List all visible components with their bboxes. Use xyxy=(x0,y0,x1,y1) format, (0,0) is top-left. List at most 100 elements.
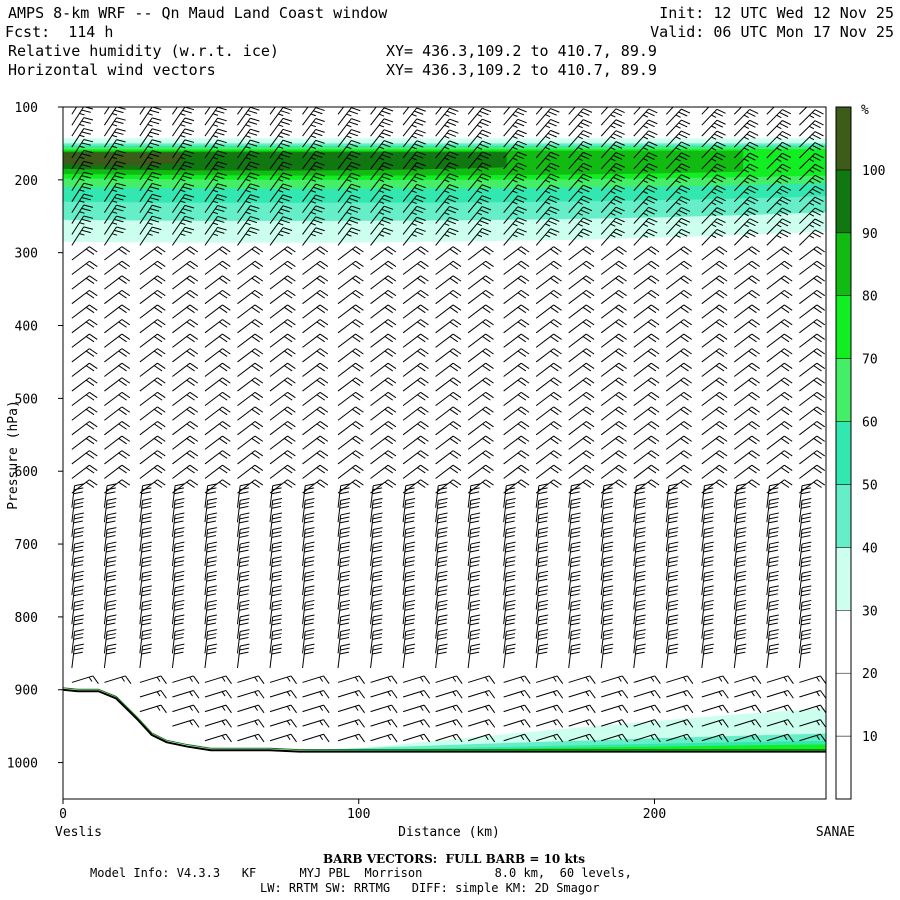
barb-flag xyxy=(800,549,811,553)
barb-flag xyxy=(583,141,593,146)
barb-flag xyxy=(405,497,416,501)
barb-flag xyxy=(219,365,228,372)
barb-flag xyxy=(348,110,359,115)
barb-flag xyxy=(251,292,260,299)
wind-barb xyxy=(467,599,481,625)
barb-flag xyxy=(239,564,249,568)
barb-flag xyxy=(719,406,728,413)
barb-flag xyxy=(801,531,811,534)
barb-flag xyxy=(751,391,760,399)
barb-flag xyxy=(272,501,282,505)
barb-half-flag xyxy=(278,211,284,215)
wind-barb xyxy=(104,464,131,479)
wind-barb xyxy=(139,599,152,625)
barb-flag xyxy=(550,306,559,314)
barb-flag xyxy=(251,306,260,314)
barb-flag xyxy=(715,394,725,401)
barb-flag xyxy=(780,277,790,284)
barb-flag xyxy=(250,183,260,188)
barb-flag xyxy=(582,321,592,328)
colorbar-label: 40 xyxy=(862,541,878,556)
barb-flag xyxy=(816,406,826,413)
barb-flag xyxy=(304,564,314,568)
wind-barb xyxy=(503,129,527,148)
barb-flag xyxy=(814,218,824,224)
wind-barb xyxy=(503,733,531,743)
wind-barb xyxy=(600,319,627,334)
wind-barb xyxy=(172,421,199,436)
barb-flag xyxy=(703,505,713,509)
barb-flag xyxy=(814,109,824,115)
wind-barb xyxy=(435,614,448,639)
wind-barb xyxy=(701,719,729,728)
barb-flag xyxy=(83,204,94,208)
wind-barb xyxy=(503,333,530,348)
barb-flag xyxy=(437,487,448,491)
barb-flag xyxy=(437,531,448,534)
barb-flag xyxy=(339,622,350,626)
barb-flag xyxy=(105,505,116,509)
wind-barb xyxy=(799,275,826,290)
wind-barb xyxy=(766,174,792,192)
barb-flag xyxy=(174,549,184,553)
barb-flag xyxy=(272,560,282,564)
barb-flag xyxy=(550,151,560,157)
barb-flag xyxy=(570,578,580,582)
barb-flag xyxy=(571,643,581,647)
wind-barb xyxy=(204,183,227,202)
barb-flag xyxy=(189,348,199,355)
barb-flag xyxy=(384,423,394,430)
barb-shaft xyxy=(467,107,475,115)
wind-barb xyxy=(503,512,516,537)
barb-flag xyxy=(636,570,646,574)
barb-flag xyxy=(372,618,383,622)
barb-flag xyxy=(538,516,548,520)
barb-flag xyxy=(373,599,383,603)
barb-flag xyxy=(383,194,394,199)
barb-flag xyxy=(570,633,581,636)
barb-flag xyxy=(219,408,228,416)
barb-flag xyxy=(351,205,361,210)
wind-barb xyxy=(71,541,84,566)
barb-flag xyxy=(505,603,516,607)
barb-flag xyxy=(219,423,228,430)
wind-barb xyxy=(665,119,691,137)
barb-flag xyxy=(207,614,218,618)
barb-flag xyxy=(719,260,728,267)
wind-barb xyxy=(402,512,416,537)
wind-barb xyxy=(600,246,627,261)
barb-flag xyxy=(105,535,116,538)
wind-barb xyxy=(733,185,759,203)
barb-flag xyxy=(189,421,199,428)
barb-flag xyxy=(681,174,691,180)
barb-shaft xyxy=(733,107,743,115)
barb-flag xyxy=(683,479,692,486)
barb-flag xyxy=(381,154,391,159)
wind-barb xyxy=(204,599,218,625)
barb-half-flag xyxy=(378,157,385,161)
barb-flag xyxy=(282,117,293,122)
wind-barb xyxy=(139,450,166,465)
wind-barb xyxy=(701,141,726,159)
barb-half-flag xyxy=(577,157,583,162)
barb-flag xyxy=(654,675,661,684)
wind-barb xyxy=(733,527,747,552)
barb-flag xyxy=(814,185,824,191)
barb-flag xyxy=(646,101,655,105)
wind-barb xyxy=(503,435,530,450)
wind-barb xyxy=(370,183,394,203)
barb-flag xyxy=(780,336,790,343)
barb-flag xyxy=(186,452,195,459)
barb-flag xyxy=(250,161,260,166)
barb-flag xyxy=(74,614,84,618)
barb-flag xyxy=(782,185,792,191)
wind-barb xyxy=(237,733,265,743)
barb-flag xyxy=(105,564,116,568)
wind-barb xyxy=(204,690,232,699)
barb-flag xyxy=(615,141,625,146)
barb-flag xyxy=(613,122,623,127)
barb-flag xyxy=(517,228,527,233)
barb-half-flag xyxy=(780,107,782,108)
barb-flag xyxy=(186,263,195,270)
wind-barb xyxy=(799,333,826,348)
